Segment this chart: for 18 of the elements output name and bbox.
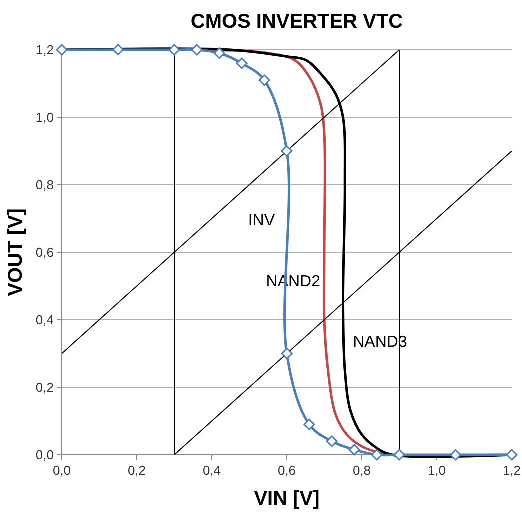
series-label: INV [248,212,276,230]
y-tick-label: 0,2 [36,380,54,396]
x-tick-label: 0,0 [52,463,72,478]
chart-title: CMOS INVERTER VTC [190,11,404,33]
x-tick-label: 1,0 [428,463,446,478]
y-tick-label: 0,6 [36,245,54,260]
y-axis-title: VOUT [V] [5,208,27,296]
y-tick-label: 1,0 [36,110,54,126]
x-tick-label: 0,2 [128,463,146,478]
x-tick-label: 1,2 [502,463,522,478]
x-tick-label: 0,4 [202,463,222,478]
x-tick-label: 0,6 [278,463,296,478]
x-axis-title: VIN [V] [254,488,320,510]
x-tick-label: 0,8 [352,463,372,478]
y-tick-label: 1,2 [36,42,54,58]
y-tick-label: 0,8 [36,178,54,193]
y-tick-label: 0,0 [36,448,54,463]
y-tick-label: 0,4 [36,312,54,328]
